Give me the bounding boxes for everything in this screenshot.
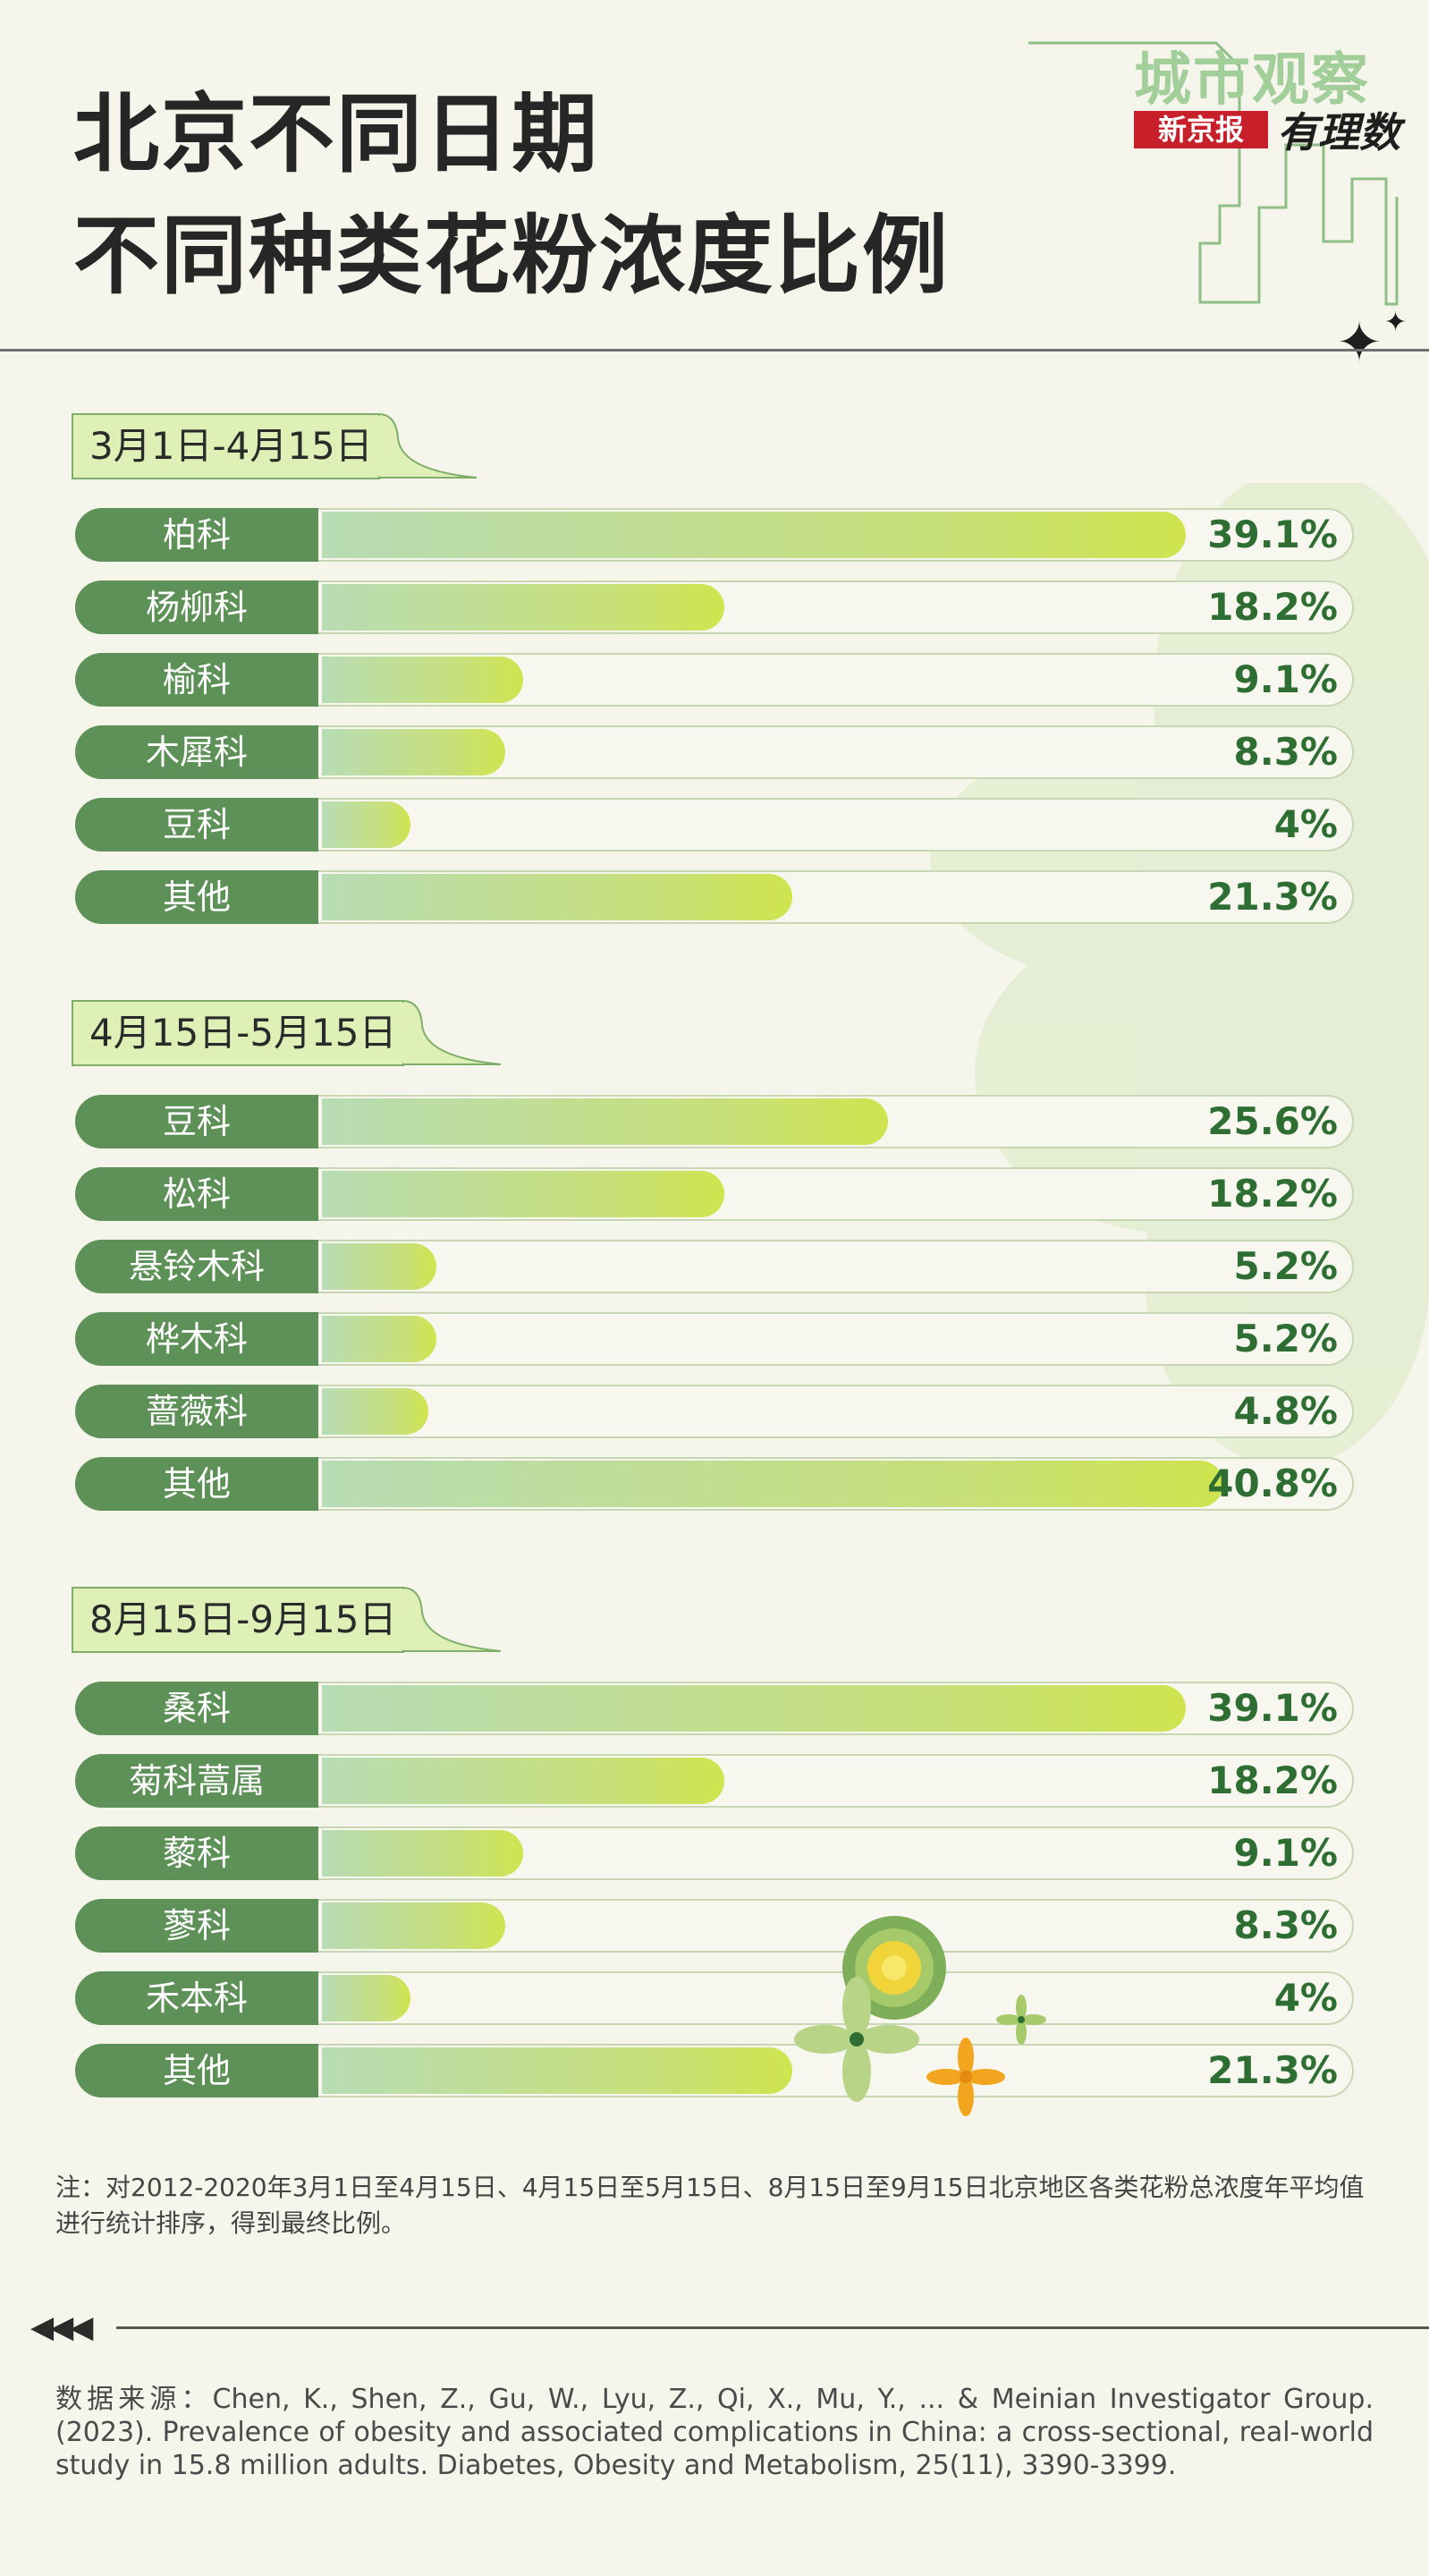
category-label: 榆科 <box>75 653 318 707</box>
value-label: 25.6% <box>1207 1099 1338 1143</box>
category-label: 桦木科 <box>75 1312 318 1366</box>
value-label: 8.3% <box>1233 1903 1338 1947</box>
title-line-2: 不同种类花粉浓度比例 <box>73 206 950 306</box>
bar-row: 其他 21.3% <box>75 2044 1354 2097</box>
category-label: 松科 <box>75 1167 318 1221</box>
header-divider <box>0 349 1429 352</box>
arrows-left-icon: ◀◀◀ <box>30 2309 93 2345</box>
category-label: 豆科 <box>75 798 318 852</box>
category-label: 杨柳科 <box>75 580 318 634</box>
bar <box>322 1902 505 1949</box>
title-line-1: 北京不同日期 <box>73 84 599 184</box>
value-label: 9.1% <box>1233 657 1338 701</box>
value-label: 4% <box>1273 1976 1338 2020</box>
value-label: 4% <box>1273 802 1338 846</box>
value-label: 5.2% <box>1233 1317 1338 1360</box>
bar-row: 豆科 25.6% <box>75 1095 1354 1148</box>
bar-row: 菊科蒿属 18.2% <box>75 1754 1354 1808</box>
category-label: 其他 <box>75 1457 318 1511</box>
bar-row: 蓼科 8.3% <box>75 1899 1354 1953</box>
category-label: 禾本科 <box>75 1971 318 2025</box>
category-label: 其他 <box>75 2044 318 2097</box>
value-label: 5.2% <box>1233 1244 1338 1288</box>
value-label: 18.2% <box>1207 1172 1338 1216</box>
category-label: 其他 <box>75 870 318 924</box>
bar <box>322 1243 436 1290</box>
value-label: 39.1% <box>1207 1686 1338 1730</box>
tab-tail-icon <box>378 413 478 479</box>
value-label: 4.8% <box>1233 1389 1338 1433</box>
category-label: 悬铃木科 <box>75 1240 318 1293</box>
bar-row: 其他 21.3% <box>75 870 1354 924</box>
footnote: 注：对2012-2020年3月1日至4月15日、4月15日至5月15日、8月15… <box>55 2173 1365 2238</box>
bar <box>322 2047 792 2094</box>
sparkle-icon: ✦ <box>1336 309 1382 375</box>
bar <box>322 512 1186 558</box>
bar <box>322 801 410 848</box>
category-label: 蓼科 <box>75 1899 318 1953</box>
value-label: 8.3% <box>1233 730 1338 774</box>
bar <box>322 729 505 775</box>
bar <box>322 1098 888 1145</box>
bar <box>322 1758 724 1804</box>
bar <box>322 1388 428 1435</box>
bar-row: 其他 40.8% <box>75 1457 1354 1511</box>
value-label: 21.3% <box>1207 2048 1338 2092</box>
brand-badge: 新京报 <box>1134 111 1268 148</box>
value-label: 18.2% <box>1207 585 1338 629</box>
tab-tail-icon <box>402 1000 502 1065</box>
sparkle-small-icon: ✦ <box>1384 307 1408 338</box>
bar <box>322 1316 436 1362</box>
data-source: 数据来源：Chen, K., Shen, Z., Gu, W., Lyu, Z.… <box>55 2384 1374 2481</box>
bar-row: 桦木科 5.2% <box>75 1312 1354 1366</box>
category-label: 桑科 <box>75 1682 318 1735</box>
period-tab-1: 3月1日-4月15日 <box>72 413 380 479</box>
bar <box>322 657 523 703</box>
bar-row: 松科 18.2% <box>75 1167 1354 1221</box>
value-label: 18.2% <box>1207 1758 1338 1802</box>
category-label: 木犀科 <box>75 725 318 779</box>
category-label: 藜科 <box>75 1826 318 1880</box>
category-label: 蔷薇科 <box>75 1385 318 1438</box>
value-label: 9.1% <box>1233 1831 1338 1875</box>
bar-row: 榆科 9.1% <box>75 653 1354 707</box>
value-label: 39.1% <box>1207 513 1338 556</box>
bar-row: 悬铃木科 5.2% <box>75 1240 1354 1293</box>
brand-logo-text: 城市观察 <box>1134 47 1370 114</box>
bar-row: 藜科 9.1% <box>75 1826 1354 1880</box>
category-label: 菊科蒿属 <box>75 1754 318 1808</box>
bar <box>322 1461 1223 1507</box>
bar-row: 木犀科 8.3% <box>75 725 1354 779</box>
bar <box>322 1830 523 1877</box>
bar-row: 桑科 39.1% <box>75 1682 1354 1735</box>
brand-script: 有理数 <box>1277 108 1400 157</box>
page-title: 北京不同日期 不同种类花粉浓度比例 <box>73 73 950 317</box>
bar-row: 柏科 39.1% <box>75 508 1354 562</box>
bar-row: 蔷薇科 4.8% <box>75 1385 1354 1438</box>
period-tab-3: 8月15日-9月15日 <box>72 1587 404 1653</box>
category-label: 柏科 <box>75 508 318 562</box>
bar <box>322 1171 724 1217</box>
bar <box>322 1975 410 2021</box>
footer-divider <box>116 2326 1429 2329</box>
bar-row: 豆科 4% <box>75 798 1354 852</box>
bar <box>322 584 724 631</box>
bar <box>322 874 792 920</box>
value-label: 40.8% <box>1207 1462 1338 1505</box>
tab-tail-icon <box>402 1587 502 1652</box>
value-label: 21.3% <box>1207 875 1338 919</box>
period-tab-2: 4月15日-5月15日 <box>72 1000 404 1066</box>
bar-row: 杨柳科 18.2% <box>75 580 1354 634</box>
bar-row: 禾本科 4% <box>75 1971 1354 2025</box>
bar <box>322 1685 1186 1732</box>
category-label: 豆科 <box>75 1095 318 1148</box>
flower-icon <box>794 1916 1046 2116</box>
